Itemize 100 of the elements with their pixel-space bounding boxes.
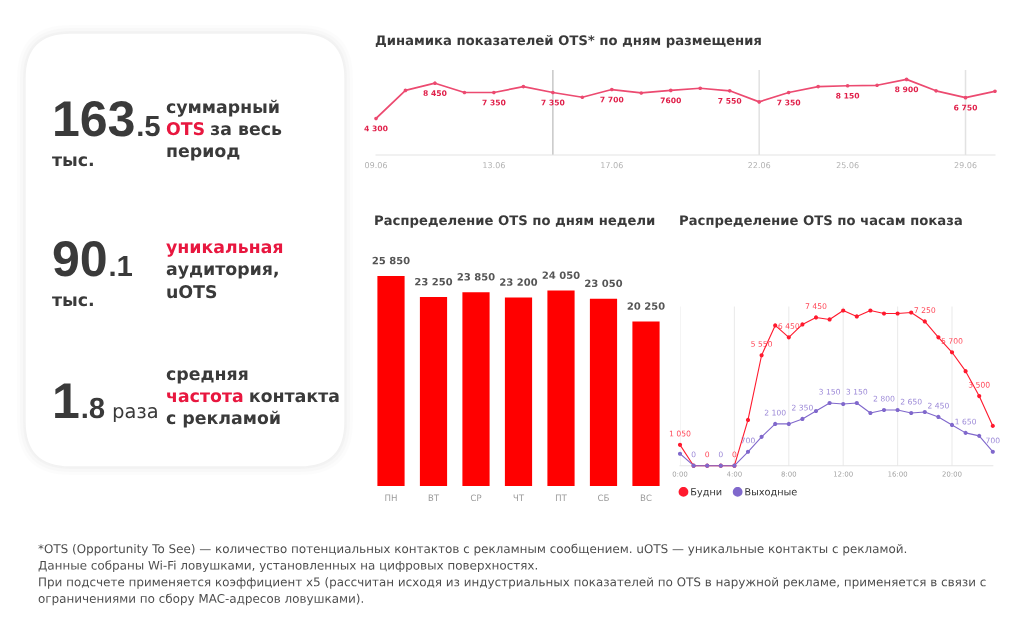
point bbox=[841, 401, 846, 407]
bar bbox=[632, 321, 660, 486]
point bbox=[963, 369, 968, 374]
text: тыс. bbox=[52, 156, 93, 167]
point bbox=[773, 323, 778, 328]
point bbox=[934, 89, 938, 93]
text: частота bbox=[167, 392, 243, 403]
bar bbox=[504, 297, 533, 486]
text: суммарный bbox=[166, 99, 279, 117]
point bbox=[854, 314, 859, 319]
point bbox=[977, 433, 982, 438]
legend-label: Выходные bbox=[745, 488, 797, 497]
text: .8 bbox=[82, 397, 105, 419]
text: OTS bbox=[166, 122, 204, 136]
bar bbox=[547, 290, 575, 486]
text: контакта bbox=[250, 392, 339, 403]
point bbox=[580, 95, 585, 100]
point bbox=[904, 77, 909, 82]
data-label: 23 850 bbox=[457, 273, 495, 281]
data-label: 23 200 bbox=[500, 278, 538, 286]
text: раза bbox=[113, 407, 157, 423]
point bbox=[827, 400, 832, 406]
text: Данные собраны Wi-Fi ловушками, установленных на цифровых поверхностях. bbox=[38, 560, 537, 573]
data-label: 25 850 bbox=[372, 256, 410, 265]
text: .5 bbox=[138, 115, 160, 137]
point bbox=[462, 90, 467, 95]
point bbox=[759, 353, 764, 358]
point bbox=[745, 417, 751, 423]
point bbox=[800, 416, 805, 422]
data-label: 24 050 bbox=[542, 271, 580, 279]
text: с рекламой bbox=[166, 410, 280, 428]
point bbox=[854, 400, 859, 406]
point bbox=[551, 90, 555, 95]
data-label: 20 250 bbox=[627, 302, 665, 310]
chart-title: Распределение OTS по дням недели bbox=[375, 215, 655, 228]
point bbox=[936, 335, 941, 340]
text: уникальная bbox=[166, 243, 283, 257]
point bbox=[909, 410, 914, 416]
point bbox=[949, 422, 955, 427]
x-tick-label: 29.06 bbox=[954, 162, 977, 169]
point bbox=[990, 423, 995, 428]
text: При подсчете применяется коэффициент x5 (рассчитан исходя из индустриальных показателей по OTS в наружной рекламе, применяется в связи с bbox=[39, 577, 986, 589]
x-tick-label: ЧТ bbox=[513, 494, 525, 501]
point bbox=[745, 449, 751, 454]
bar bbox=[589, 298, 618, 486]
x-tick-label: ПТ bbox=[555, 494, 567, 501]
bar bbox=[462, 292, 490, 486]
point bbox=[881, 311, 887, 316]
point bbox=[773, 421, 778, 426]
x-tick-label: СР bbox=[470, 494, 482, 501]
point bbox=[845, 83, 850, 88]
point bbox=[949, 350, 955, 355]
point bbox=[875, 83, 879, 88]
x-tick-label: 25.06 bbox=[836, 162, 859, 169]
point bbox=[677, 451, 683, 456]
point bbox=[403, 88, 408, 93]
x-tick-label: СБ bbox=[598, 494, 609, 501]
bar bbox=[377, 276, 405, 486]
text: период bbox=[167, 147, 240, 161]
chart-title: Распределение OTS по часам показа bbox=[680, 215, 962, 228]
point bbox=[668, 88, 673, 93]
point bbox=[786, 335, 791, 340]
point bbox=[786, 421, 791, 426]
legend-label: Будни bbox=[691, 488, 722, 498]
point bbox=[868, 410, 873, 416]
x-tick-label: ПН bbox=[385, 494, 397, 501]
x-tick-label: 17.06 bbox=[601, 162, 623, 169]
x-tick-label: ВС bbox=[640, 494, 652, 501]
point bbox=[433, 81, 437, 85]
point bbox=[727, 89, 732, 93]
point bbox=[639, 91, 644, 95]
x-tick-label: ВТ bbox=[428, 494, 440, 501]
text: тыс. bbox=[52, 296, 93, 307]
point bbox=[610, 87, 614, 92]
x-tick-label: 09.06 bbox=[365, 162, 388, 169]
point bbox=[963, 430, 968, 435]
text: .1 bbox=[110, 255, 133, 276]
point bbox=[936, 414, 941, 420]
point bbox=[977, 393, 982, 399]
text: ограничениями по сбору MAC-адресов ловушками). bbox=[38, 593, 363, 606]
text: 163 bbox=[55, 101, 134, 137]
text: за весь bbox=[210, 125, 282, 136]
data-label: 23 250 bbox=[415, 277, 453, 286]
text: аудитория, bbox=[166, 265, 278, 279]
point bbox=[922, 409, 927, 415]
point bbox=[895, 407, 900, 413]
point bbox=[759, 434, 764, 439]
point bbox=[909, 310, 914, 315]
text: 90 bbox=[53, 241, 106, 277]
point bbox=[922, 319, 927, 324]
point bbox=[521, 84, 526, 89]
chart-title: Динамика показателей OTS* по дням размещения bbox=[375, 34, 761, 48]
text: uOTS bbox=[167, 285, 217, 299]
point bbox=[698, 86, 703, 91]
point bbox=[813, 315, 819, 320]
x-tick-label: 22.06 bbox=[748, 162, 771, 169]
text: *OTS (Opportunity To See) — количество потенциальных контактов с рекламным сообщением. uOTS — уникальные контакты с рекламой. bbox=[38, 543, 907, 556]
text: 1 bbox=[55, 383, 79, 418]
point bbox=[374, 116, 378, 121]
point bbox=[990, 449, 995, 454]
